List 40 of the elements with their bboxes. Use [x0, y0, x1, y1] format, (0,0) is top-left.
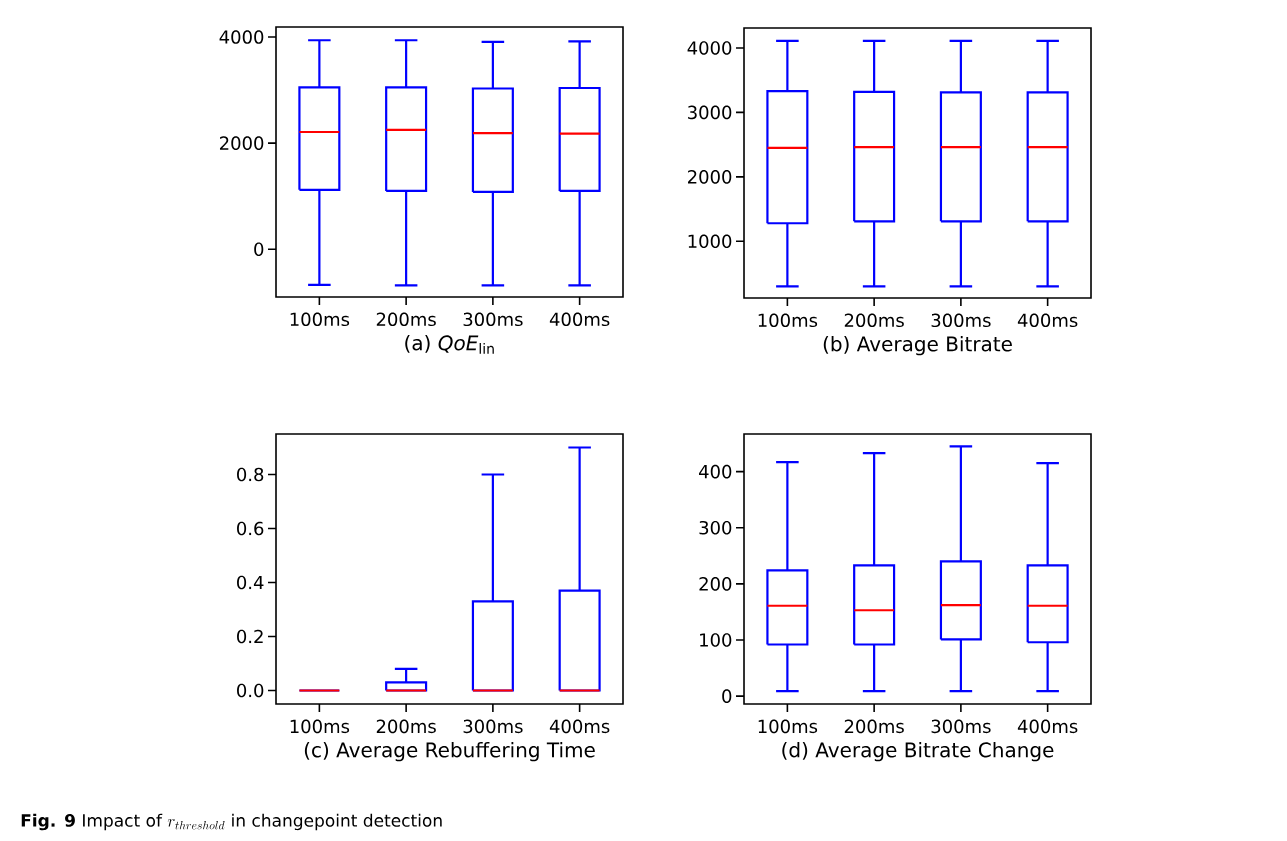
y-tick-label: 2000 — [219, 136, 264, 150]
x-tick-label: 100ms — [290, 719, 350, 734]
y-tick-label: 1000 — [688, 234, 732, 249]
text: in changepoint detection — [232, 813, 442, 831]
x-tick-label: 100ms — [758, 719, 818, 734]
x-tick-label: 100ms — [758, 313, 818, 328]
y-tick-label: 0 — [722, 689, 732, 703]
x-tick-label: 100ms — [290, 312, 350, 327]
y-tick-label: 3000 — [688, 105, 732, 120]
x-tick-label: 300ms — [931, 719, 991, 734]
y-tick-label: 4000 — [687, 41, 732, 55]
y-tick-label: 0.2 — [237, 629, 263, 644]
x-tick-label: 300ms — [463, 719, 523, 734]
x-tick-label: 200ms — [376, 719, 436, 734]
y-tick-label: 0.6 — [237, 521, 264, 536]
x-axis-title: (c) Average Rebuffering Time — [304, 741, 595, 762]
y-tick-label: 400 — [699, 464, 732, 479]
y-tick-label: 300 — [699, 520, 732, 535]
x-axis-title: (b) Average Bitrate — [823, 335, 1012, 356]
x-tick-label: 400ms — [1017, 313, 1078, 328]
y-tick-label: 0.4 — [237, 575, 264, 590]
x-axis-title: (a) QoE$_{lin}$ — [405, 334, 494, 354]
y-tick-label: 0.0 — [237, 683, 264, 698]
y-tick-label: 4000 — [219, 30, 264, 44]
x-tick-label: 200ms — [376, 312, 436, 327]
text: Fig. 9 Impact of — [21, 813, 163, 831]
y-tick-label: 2000 — [687, 170, 732, 184]
x-tick-label: 300ms — [463, 312, 523, 327]
x-tick-label: 400ms — [549, 312, 610, 327]
y-tick-label: 200 — [699, 577, 732, 591]
x-tick-label: 400ms — [1017, 719, 1078, 734]
x-tick-label: 200ms — [844, 313, 904, 328]
x-tick-label: 400ms — [549, 719, 610, 734]
text: $r_{threshold}$ — [167, 819, 225, 830]
y-tick-label: 100 — [700, 633, 732, 647]
y-tick-label: 0 — [254, 242, 264, 257]
x-tick-label: 300ms — [931, 313, 991, 328]
y-tick-label: 0.8 — [237, 467, 264, 482]
x-axis-title: (d) Average Bitrate Change — [782, 741, 1054, 762]
x-tick-label: 200ms — [844, 719, 904, 734]
